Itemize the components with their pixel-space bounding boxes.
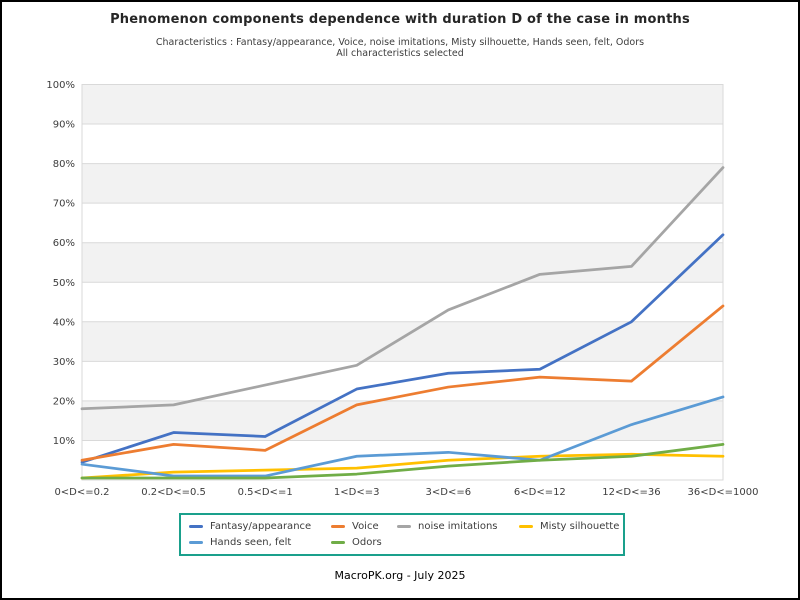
plot-band [82,400,723,441]
y-tick-label: 90% [53,120,75,131]
y-tick-label: 70% [53,199,75,210]
legend-swatch [189,525,203,528]
plot-band [82,321,723,362]
legend-item: Fantasy/appearance [189,521,331,532]
y-tick-label: 10% [53,436,75,447]
legend-swatch [331,541,345,544]
legend-swatch [331,525,345,528]
legend-item: Voice [331,521,397,532]
legend-item: Hands seen, felt [189,537,331,548]
legend-label: noise imitations [418,521,498,532]
series-line-misty-silhouette [80,452,725,480]
y-tick-label: 60% [53,238,75,249]
series-line-noise-imitations [80,166,725,411]
y-tick-label: 40% [53,317,75,328]
x-tick-label: 6<D<=12 [514,487,566,498]
legend-label: Fantasy/appearance [210,521,312,532]
legend-label: Misty silhouette [540,521,620,532]
plot-band [82,84,723,125]
legend-swatch [519,525,533,528]
legend-swatch [397,525,411,528]
legend-label: Voice [352,521,379,532]
y-tick-label: 50% [53,278,75,289]
x-tick-label: 3<D<=6 [426,487,472,498]
y-tick-label: 30% [53,357,75,368]
x-tick-label: 0<D<=0.2 [54,487,109,498]
legend-label: Hands seen, felt [210,537,292,548]
footer-credit: MacroPK.org - July 2025 [334,569,466,582]
legend-item: Misty silhouette [519,521,619,532]
x-tick-label: 12<D<=36 [602,487,660,498]
x-tick-label: 0.5<D<=1 [238,487,293,498]
x-tick-label: 36<D<=1000 [687,487,758,498]
x-tick-label: 1<D<=3 [334,487,380,498]
subtitle-line-1: Characteristics : Fantasy/appearance, Vo… [155,37,645,48]
chart-subtitle: Characteristics : Fantasy/appearance, Vo… [2,37,798,59]
series-line-odors [80,443,725,480]
series-line-voice [80,304,725,462]
plot-band [82,163,723,204]
series-line-fantasy-appearance [80,233,725,464]
legend-item: noise imitations [397,521,519,532]
page-title: Phenomenon components dependence with du… [110,12,690,27]
subtitle-line-2: All characteristics selected [336,48,464,59]
y-tick-label: 20% [53,396,75,407]
series-line-hands-seen-felt [80,395,725,478]
legend-label: Odors [352,537,382,548]
legend-swatch [189,541,203,544]
x-tick-label: 0.2<D<=0.5 [141,487,206,498]
y-tick-label: 100% [46,80,75,91]
y-tick-label: 80% [53,159,75,170]
plot-border [81,84,724,481]
plot-band [82,242,723,283]
legend-item: Odors [331,537,397,548]
legend: Fantasy/appearance Voice noise imitations M… [179,513,625,556]
